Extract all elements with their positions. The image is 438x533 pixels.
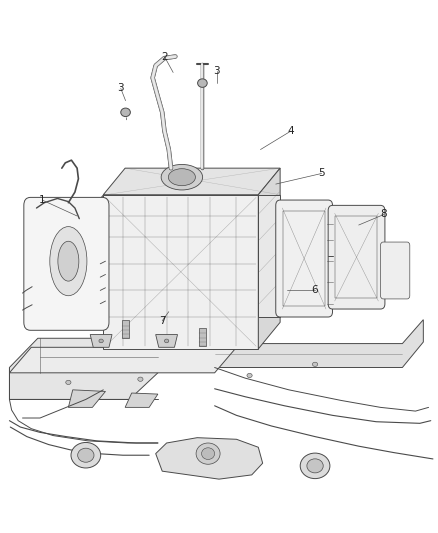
Polygon shape bbox=[35, 213, 103, 309]
FancyBboxPatch shape bbox=[328, 205, 385, 309]
Text: 4: 4 bbox=[288, 126, 294, 136]
Ellipse shape bbox=[99, 339, 103, 343]
Bar bbox=[335, 216, 377, 298]
Polygon shape bbox=[68, 390, 106, 407]
Ellipse shape bbox=[161, 165, 203, 190]
Text: 3: 3 bbox=[117, 83, 124, 93]
Ellipse shape bbox=[247, 373, 252, 377]
Ellipse shape bbox=[121, 108, 131, 117]
Ellipse shape bbox=[312, 362, 318, 367]
Bar bbox=[122, 320, 129, 338]
Polygon shape bbox=[258, 195, 280, 317]
Bar bbox=[283, 211, 325, 306]
Polygon shape bbox=[258, 168, 280, 349]
Text: 5: 5 bbox=[318, 168, 325, 179]
Ellipse shape bbox=[307, 459, 323, 473]
Polygon shape bbox=[103, 168, 280, 195]
Text: 3: 3 bbox=[213, 66, 220, 76]
Text: 1: 1 bbox=[39, 195, 46, 205]
Ellipse shape bbox=[50, 227, 87, 296]
Polygon shape bbox=[103, 195, 258, 349]
Ellipse shape bbox=[66, 380, 71, 384]
Polygon shape bbox=[155, 438, 263, 479]
Text: 6: 6 bbox=[312, 286, 318, 295]
Ellipse shape bbox=[168, 168, 195, 185]
Ellipse shape bbox=[201, 448, 215, 459]
Polygon shape bbox=[10, 338, 158, 399]
Ellipse shape bbox=[196, 443, 220, 464]
Ellipse shape bbox=[71, 442, 101, 468]
Polygon shape bbox=[90, 335, 112, 348]
Polygon shape bbox=[155, 335, 177, 348]
Ellipse shape bbox=[198, 79, 207, 87]
Polygon shape bbox=[215, 320, 424, 368]
Ellipse shape bbox=[58, 241, 79, 281]
Ellipse shape bbox=[138, 377, 143, 381]
Ellipse shape bbox=[300, 453, 330, 479]
FancyBboxPatch shape bbox=[381, 242, 410, 299]
Ellipse shape bbox=[78, 448, 94, 462]
Ellipse shape bbox=[164, 339, 169, 343]
FancyBboxPatch shape bbox=[276, 200, 332, 317]
Polygon shape bbox=[125, 393, 158, 407]
Polygon shape bbox=[10, 348, 237, 373]
Text: 2: 2 bbox=[161, 52, 168, 61]
Bar bbox=[199, 328, 206, 346]
Text: 8: 8 bbox=[381, 209, 387, 220]
Text: 7: 7 bbox=[159, 316, 166, 326]
FancyBboxPatch shape bbox=[24, 197, 109, 330]
